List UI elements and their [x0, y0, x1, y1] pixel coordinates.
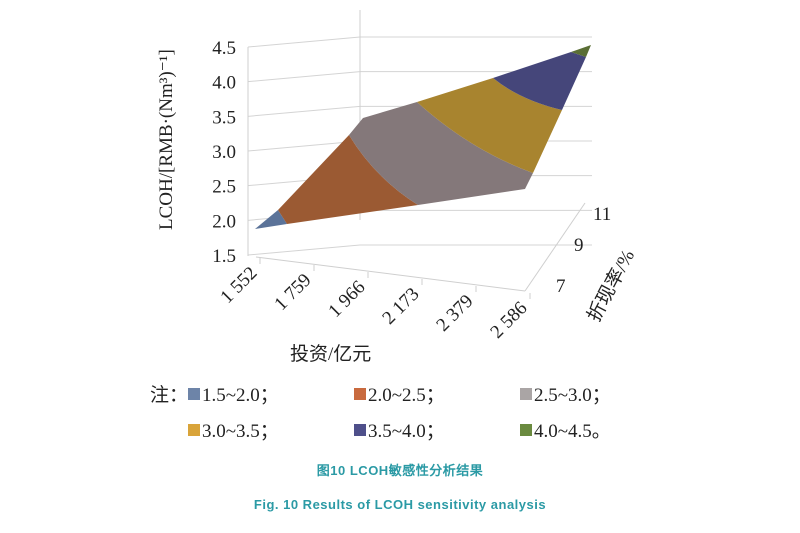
- z-gridline: [247, 244, 592, 256]
- z-axis-label: LCOH/[RMB·(Nm³)⁻¹]: [156, 49, 177, 230]
- z-tick-label: 2.5: [212, 177, 236, 198]
- band-2.5-3.0: [349, 102, 533, 205]
- legend-item: 2.5~3.0；: [520, 380, 611, 407]
- legend-item: 2.0~2.5；: [354, 380, 445, 407]
- legend-item: 4.0~4.5。: [520, 416, 611, 443]
- band-4.0-4.5: [571, 45, 591, 57]
- x-axis-label: 投资/亿元: [290, 343, 371, 365]
- z-tick-labels: 1.5 2.0 2.5 3.0 3.5 4.0 4.5: [212, 38, 236, 267]
- x-tick-label: 2 379: [432, 291, 477, 336]
- legend-label: 3.0~3.5；: [202, 421, 279, 442]
- surface: [255, 45, 591, 229]
- x-tick-label: 1 552: [216, 263, 261, 308]
- legend-swatch: [354, 387, 366, 400]
- legend-swatch: [520, 387, 532, 400]
- legend-prefix: 注：: [150, 385, 189, 406]
- y-tick-labels: 79 11: [556, 204, 611, 297]
- legend-label: 1.5~2.0；: [202, 385, 279, 406]
- legend-label: 4.0~4.5。: [534, 421, 611, 442]
- z-tick-label: 4.0: [212, 73, 236, 94]
- caption-chinese: 图10 LCOH敏感性分析结果: [316, 463, 484, 478]
- band-3.0-3.5: [417, 78, 562, 173]
- legend-swatch: [188, 423, 200, 436]
- caption-english: Fig. 10 Results of LCOH sensitivity anal…: [253, 497, 547, 512]
- z-tick-label: 3.5: [212, 107, 236, 128]
- band-3.5-4.0: [493, 52, 586, 110]
- y-tick-label: 9: [574, 235, 584, 256]
- legend-item: 1.5~2.0；: [188, 380, 279, 407]
- legend-swatch: [520, 423, 532, 436]
- legend-swatch: [354, 423, 366, 436]
- legend-label: 2.0~2.5；: [368, 385, 445, 406]
- x-tick-label: 1 759: [270, 270, 315, 315]
- z-tick-label: 2.0: [212, 211, 236, 232]
- x-tick-label: 1 966: [324, 277, 369, 322]
- y-tick-label: 11: [593, 204, 611, 225]
- x-tick-labels: 1 552 1 759 1 966 2 173 2 379 2 586: [216, 258, 532, 343]
- y-axis-label: 折现率/%: [583, 246, 639, 325]
- band-2.0-2.5: [278, 135, 418, 224]
- z-gridline: [247, 36, 592, 48]
- legend-label: 3.5~4.0；: [368, 421, 445, 442]
- legend-swatch: [188, 387, 200, 400]
- x-tick-label: 2 173: [378, 284, 423, 329]
- legend-item: 3.0~3.5；: [188, 416, 279, 443]
- y-tick-label: 7: [556, 276, 566, 297]
- band-1.5-2.0: [255, 210, 287, 229]
- z-tick-label: 4.5: [212, 38, 236, 59]
- x-tick-label: 2 586: [486, 298, 531, 343]
- legend-item: 3.5~4.0；: [354, 416, 445, 443]
- z-tick-label: 3.0: [212, 142, 236, 163]
- legend-label: 2.5~3.0；: [534, 385, 611, 406]
- z-tick-label: 1.5: [212, 246, 236, 267]
